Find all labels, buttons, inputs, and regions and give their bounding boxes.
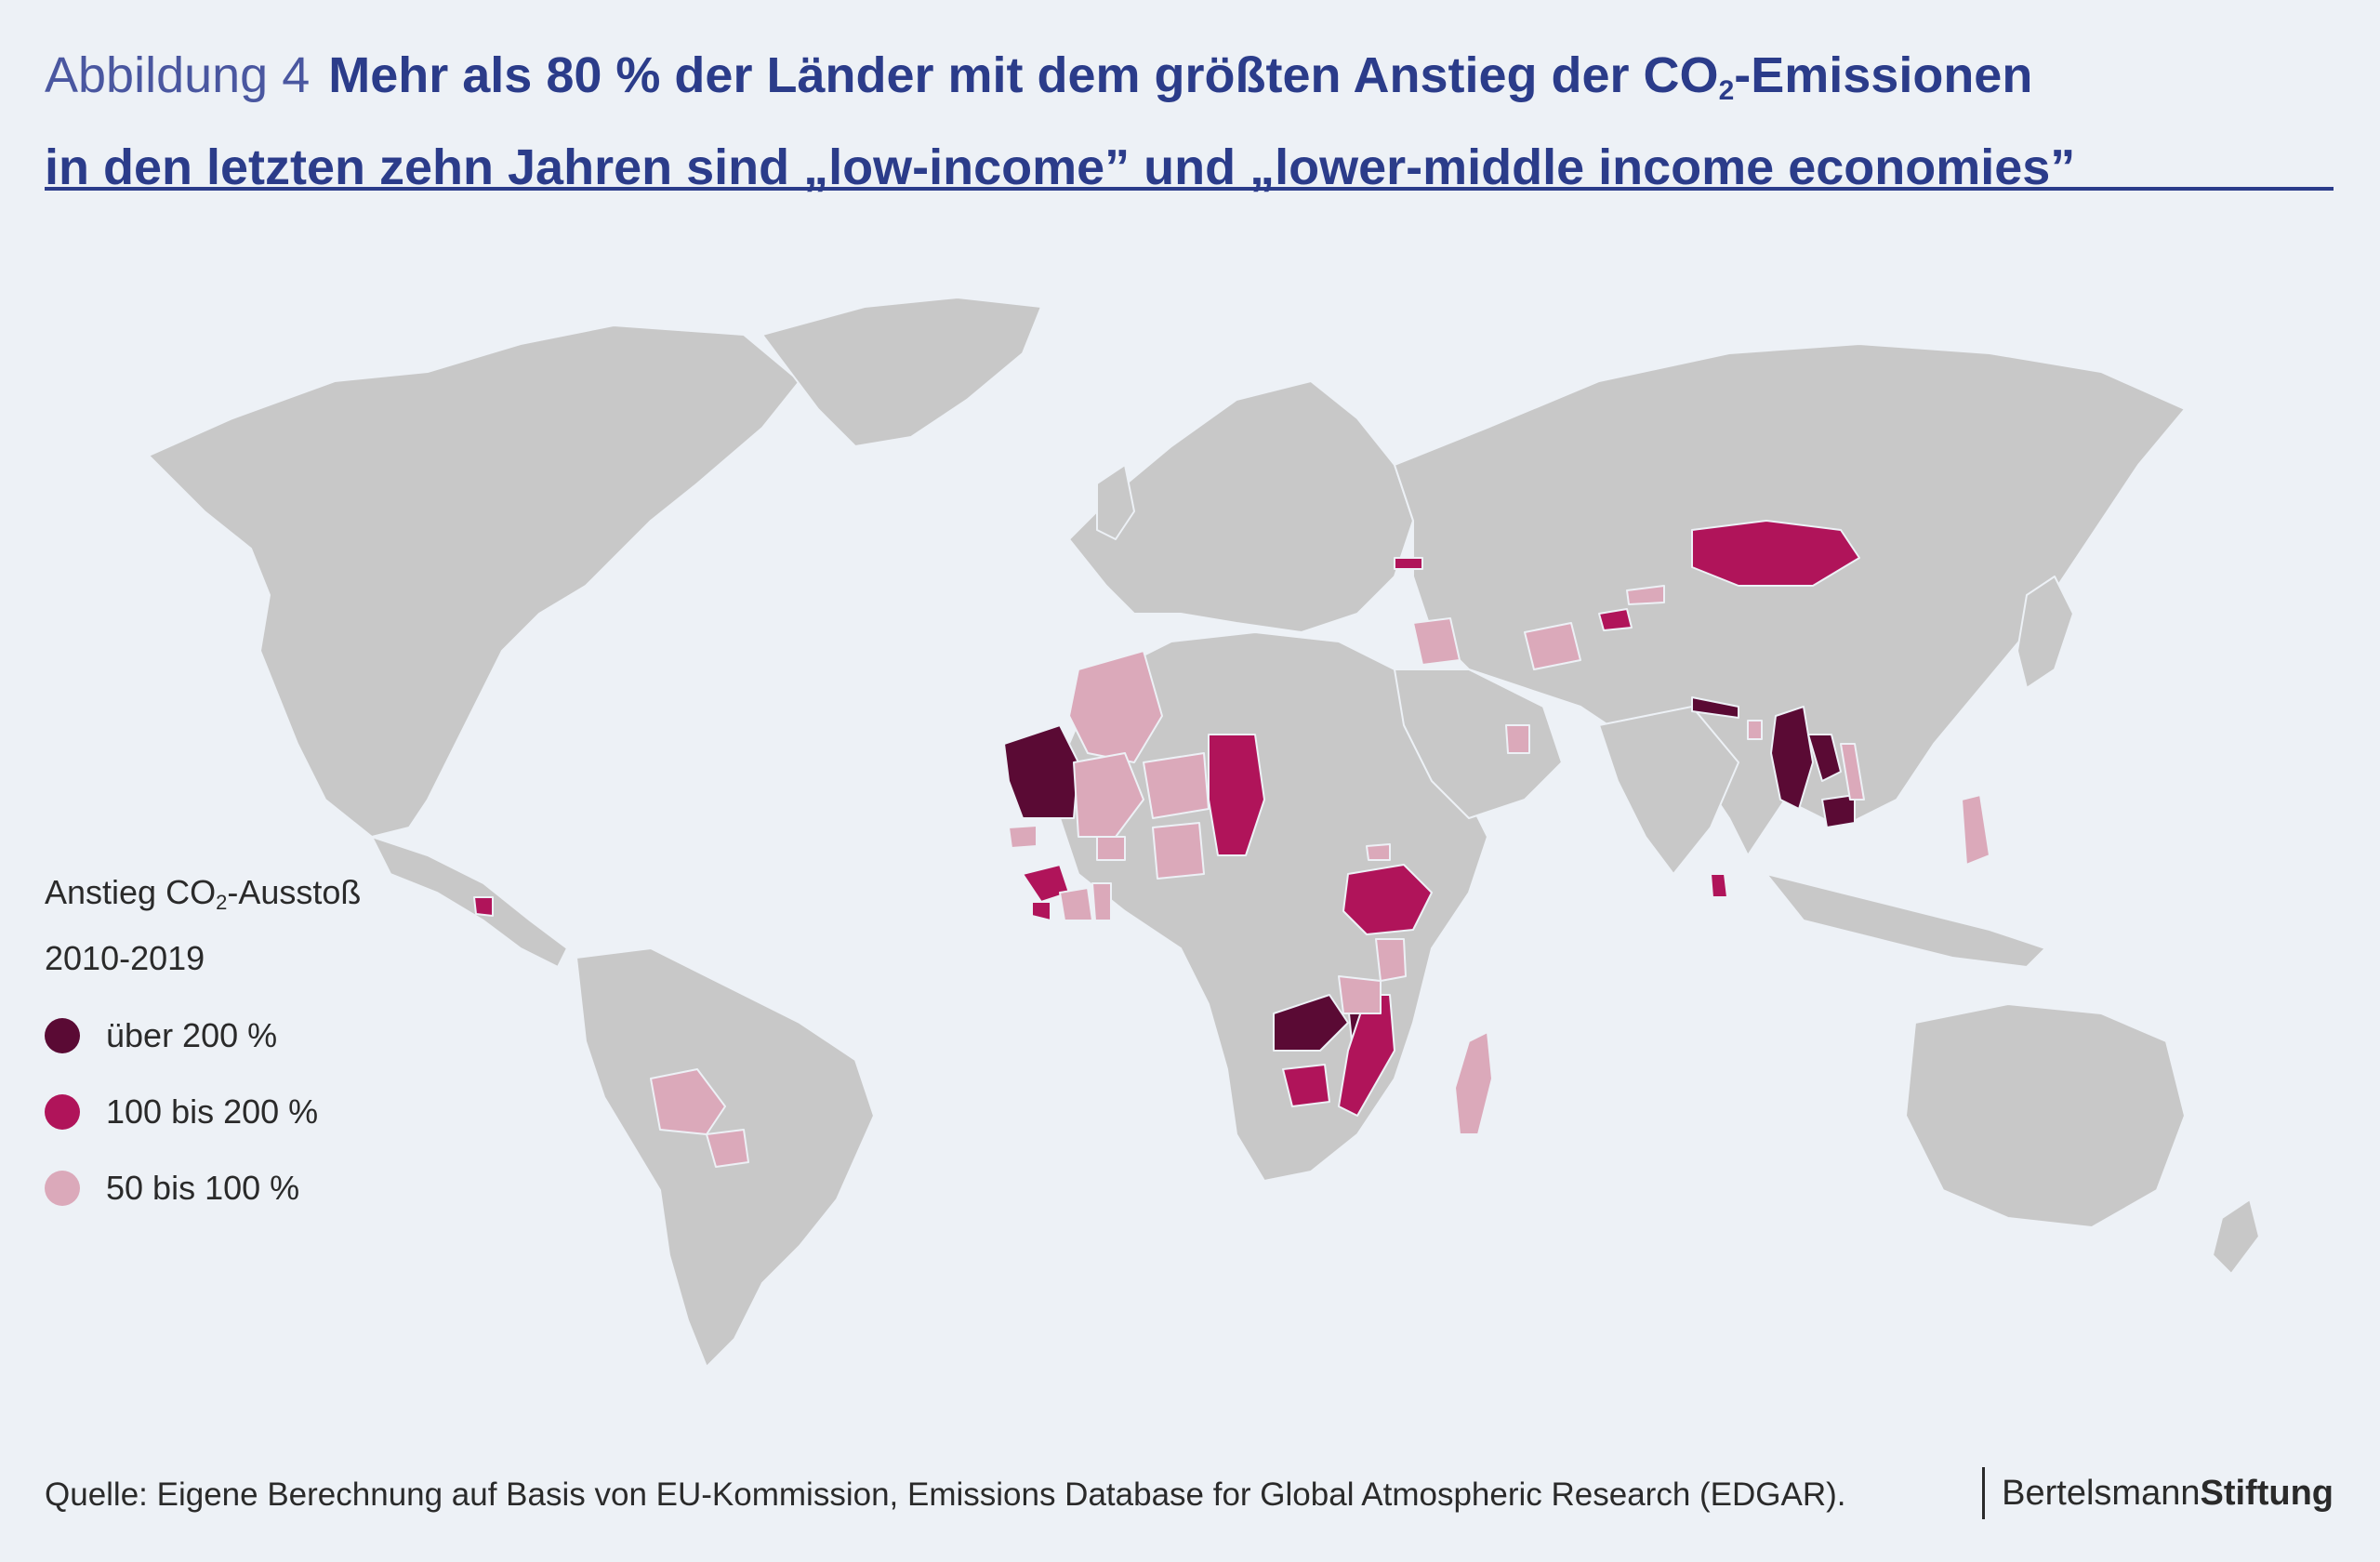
legend-item-100-200: 100 bis 200 %: [45, 1085, 361, 1139]
bolivia: [650, 1068, 726, 1135]
iraq: [1412, 617, 1461, 666]
new-zealand: [2212, 1198, 2260, 1275]
niger: [1143, 752, 1210, 819]
india: [1598, 706, 1739, 875]
georgia: [1394, 557, 1423, 570]
legend-item-50-100: 50 bis 100 %: [45, 1161, 361, 1215]
legend-item-over-200: über 200 %: [45, 1009, 361, 1063]
title-subscript: 2: [1718, 75, 1735, 106]
ethiopia: [1342, 864, 1433, 935]
title-part-1: Mehr als 80 % der Länder mit dem größten…: [328, 47, 1719, 103]
title-rule: [45, 187, 2334, 191]
tajikistan: [1598, 608, 1633, 631]
legend-dot-100-200: [45, 1094, 80, 1130]
title-line-1: Abbildung 4 Mehr als 80 % der Länder mit …: [45, 37, 2334, 129]
guatemala: [473, 896, 494, 917]
great-britain: [1096, 464, 1135, 540]
paraguay: [706, 1129, 749, 1168]
legend-title: Anstieg CO2-Ausstoß: [45, 865, 361, 931]
legend: Anstieg CO2-Ausstoß 2010-2019 über 200 %…: [45, 865, 361, 1215]
tanzania: [1338, 975, 1382, 1014]
title-part-2: -Emissionen: [1734, 47, 2033, 103]
legend-dot-50-100: [45, 1171, 80, 1206]
nigeria: [1152, 822, 1205, 880]
myanmar: [1770, 706, 1814, 810]
legend-label-50-100: 50 bis 100 %: [106, 1169, 300, 1207]
indonesia: [1765, 873, 2046, 968]
legend-title-subscript: 2: [216, 891, 228, 914]
bangladesh: [1747, 720, 1763, 740]
kyrgyzstan: [1626, 585, 1665, 605]
zimbabwe: [1282, 1064, 1330, 1107]
eritrea: [1366, 843, 1391, 861]
laos: [1807, 734, 1842, 782]
ghana: [1091, 882, 1112, 921]
sierra-leone: [1031, 901, 1051, 921]
figure-label: Abbildung 4: [45, 47, 311, 103]
north-america: [148, 324, 800, 838]
mozambique: [1338, 994, 1395, 1117]
mauritania: [1003, 724, 1079, 819]
japan: [2016, 576, 2074, 689]
mali: [1073, 752, 1144, 838]
legend-title-part-2: -Ausstoß: [227, 873, 362, 911]
senegal: [1008, 825, 1038, 849]
vietnam: [1840, 743, 1865, 801]
cambodia: [1821, 794, 1856, 828]
header: Abbildung 4 Mehr als 80 % der Länder mit …: [45, 37, 2334, 205]
nepal: [1691, 696, 1739, 719]
zambia: [1273, 994, 1349, 1052]
kenya: [1375, 938, 1407, 982]
madagascar: [1454, 1031, 1493, 1135]
greenland: [761, 297, 1042, 447]
world-map: [148, 297, 2260, 1368]
oman: [1505, 724, 1530, 754]
legend-label-100-200: 100 bis 200 %: [106, 1092, 319, 1131]
legend-title-part-1: Anstieg CO: [45, 873, 217, 911]
europe: [1068, 380, 1414, 633]
arabia: [1394, 668, 1563, 819]
philippines: [1961, 794, 1990, 866]
legend-label-over-200: über 200 %: [106, 1016, 278, 1054]
central-america: [371, 836, 568, 968]
asia: [1394, 343, 2186, 856]
title-line-2: in den letzten zehn Jahren sind „low-inc…: [45, 139, 2076, 195]
burkina-faso: [1096, 836, 1126, 861]
mongolia: [1691, 520, 1860, 587]
australia: [1905, 1003, 2186, 1228]
source-note: Quelle: Eigene Berechnung auf Basis von …: [45, 1476, 1846, 1513]
afghanistan: [1524, 622, 1581, 670]
algeria: [1068, 650, 1163, 763]
brand-bold: Stiftung: [2200, 1473, 2334, 1513]
legend-period: 2010-2019: [45, 939, 205, 977]
sri-lanka: [1710, 873, 1728, 898]
brand-logo: Bertelsmann Stiftung: [1982, 1467, 2334, 1519]
legend-dot-over-200: [45, 1018, 80, 1053]
ivory-coast: [1059, 887, 1093, 921]
brand-light: Bertelsmann: [2002, 1473, 2201, 1513]
